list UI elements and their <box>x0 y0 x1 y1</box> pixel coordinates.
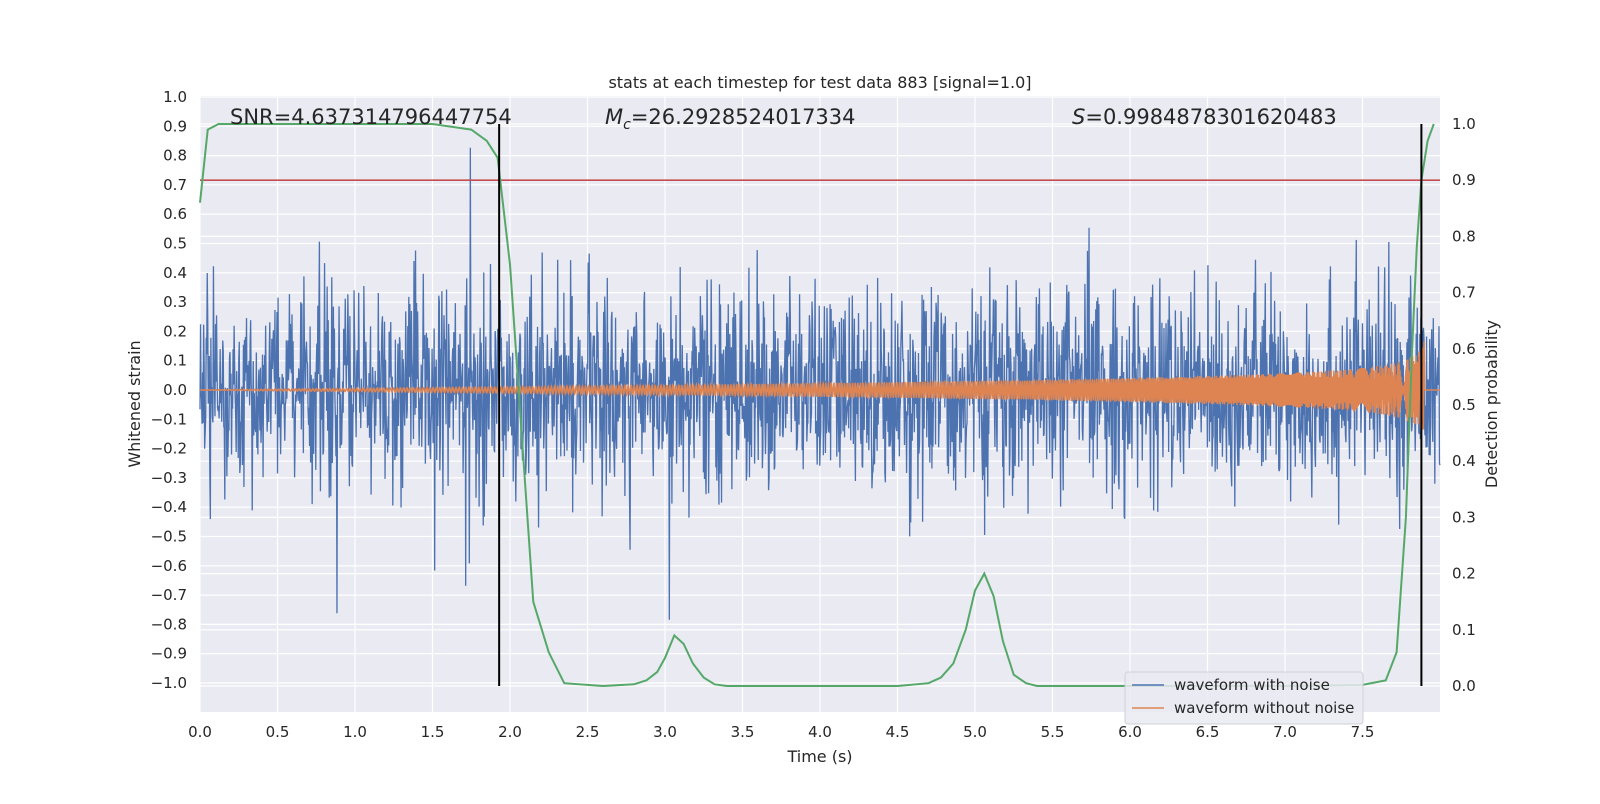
x-tick-label: 2.5 <box>576 723 600 741</box>
x-tick-labels: 0.0 0.5 1.0 1.5 2.0 2.5 3.0 3.5 4.0 4.5 5.0 5.5 6.0 6… <box>188 723 1374 741</box>
legend-label-clean: waveform without noise <box>1174 699 1354 717</box>
y-right-axis-label: Detection probability <box>1482 320 1501 488</box>
y-right-tick-label: 0.3 <box>1452 508 1476 526</box>
y-right-tick-labels: 1.0 0.9 0.8 0.7 0.6 0.5 0.4 0.3 0.2 0.1 0.0 <box>1452 115 1476 695</box>
y-left-tick-label: −0.8 <box>151 615 187 633</box>
chirp-mass-subscript: c <box>623 117 631 133</box>
chart-title: stats at each timestep for test data 883… <box>608 73 1031 92</box>
x-tick-label: 6.0 <box>1118 723 1142 741</box>
y-left-axis-label: Whitened strain <box>125 340 144 467</box>
series-waveform-without-noise <box>199 341 1440 432</box>
y-left-tick-label: 0.6 <box>163 205 187 223</box>
chirp-mass-annotation: Mc=26.2928524017334 <box>605 105 856 133</box>
y-left-tick-label: −0.1 <box>151 410 187 428</box>
y-left-tick-label: −0.5 <box>151 528 187 546</box>
y-left-tick-label: 0.8 <box>163 147 187 165</box>
y-right-tick-label: 0.2 <box>1452 565 1476 583</box>
x-tick-label: 7.0 <box>1273 723 1297 741</box>
x-tick-label: 5.5 <box>1041 723 1065 741</box>
chirp-mass-value: =26.2928524017334 <box>631 105 856 129</box>
y-right-tick-label: 0.5 <box>1452 396 1476 414</box>
y-left-tick-label: 0.3 <box>163 293 187 311</box>
y-right-tick-label: 0.4 <box>1452 452 1476 470</box>
y-left-tick-label: −0.4 <box>151 498 187 516</box>
y-left-tick-labels: 1.0 0.9 0.8 0.7 0.6 0.5 0.4 0.3 0.2 0.1 0.0 −0.1 −0.… <box>151 88 187 692</box>
x-tick-label: 6.5 <box>1196 723 1220 741</box>
y-left-tick-label: 0.2 <box>163 322 187 340</box>
y-right-tick-label: 0.0 <box>1452 677 1476 695</box>
y-left-tick-label: 0.5 <box>163 235 187 253</box>
y-left-tick-label: −0.9 <box>151 645 187 663</box>
x-axis-label: Time (s) <box>786 747 852 766</box>
clean-waveform-path <box>199 341 1440 432</box>
y-left-tick-label: 0.1 <box>163 352 187 370</box>
legend: waveform with noise waveform without noi… <box>1124 671 1364 725</box>
x-tick-label: 4.0 <box>808 723 832 741</box>
y-left-tick-label: −0.3 <box>151 469 187 487</box>
y-right-tick-label: 0.8 <box>1452 227 1476 245</box>
s-annotation: S=0.9984878301620483 <box>1072 105 1337 129</box>
y-left-tick-label: −0.6 <box>151 557 187 575</box>
y-left-tick-label: −0.2 <box>151 440 187 458</box>
x-tick-label: 1.0 <box>343 723 367 741</box>
y-left-tick-label: 0.4 <box>163 264 187 282</box>
vertical-markers <box>498 124 1423 686</box>
y-right-tick-label: 0.9 <box>1452 171 1476 189</box>
x-tick-label: 5.0 <box>963 723 987 741</box>
y-left-tick-label: 1.0 <box>163 88 187 106</box>
snr-annotation: SNR=4.637314796447754 <box>230 105 512 129</box>
legend-box <box>1124 671 1364 725</box>
x-tick-label: 4.5 <box>886 723 910 741</box>
x-tick-label: 1.5 <box>421 723 445 741</box>
y-left-tick-label: 0.7 <box>163 176 187 194</box>
x-tick-label: 3.5 <box>731 723 755 741</box>
y-right-tick-label: 0.1 <box>1452 621 1476 639</box>
s-symbol: S <box>1072 105 1085 129</box>
y-right-tick-label: 1.0 <box>1452 115 1476 133</box>
x-tick-label: 0.0 <box>188 723 212 741</box>
x-tick-label: 2.0 <box>498 723 522 741</box>
y-left-tick-label: −1.0 <box>151 674 187 692</box>
legend-label-noise: waveform with noise <box>1174 676 1330 694</box>
x-tick-label: 7.5 <box>1351 723 1375 741</box>
x-tick-label: 3.0 <box>653 723 677 741</box>
s-value: =0.9984878301620483 <box>1085 105 1336 129</box>
y-right-tick-label: 0.7 <box>1452 284 1476 302</box>
y-left-tick-label: 0.9 <box>163 117 187 135</box>
y-left-tick-label: −0.7 <box>151 586 187 604</box>
x-tick-label: 0.5 <box>266 723 290 741</box>
y-right-tick-label: 0.6 <box>1452 340 1476 358</box>
y-left-tick-label: 0.0 <box>163 381 187 399</box>
chirp-mass-symbol: M <box>605 105 623 129</box>
